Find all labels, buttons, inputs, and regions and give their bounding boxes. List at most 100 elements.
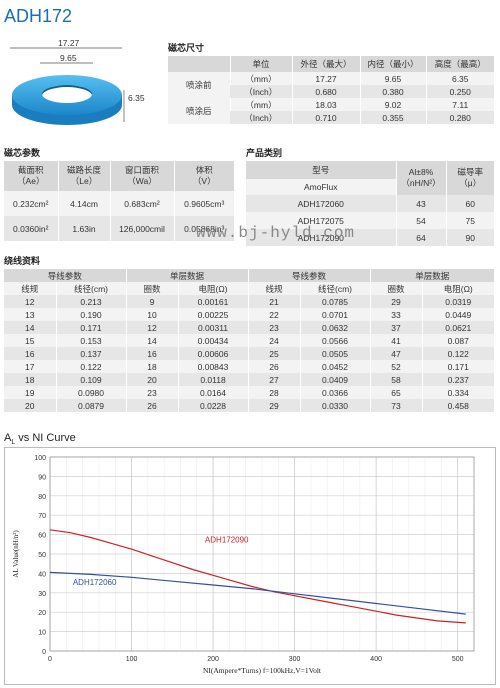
winding-sub-header: 线规 xyxy=(247,282,300,295)
watermark: www.bj-hyld.com xyxy=(196,224,356,242)
winding-cell: 15 xyxy=(25,335,35,346)
winding-cell: 0.0449 xyxy=(421,308,494,321)
dim-cell: （mm） xyxy=(229,98,292,111)
products-section-title: 产品类别 xyxy=(246,148,283,158)
winding-cell: 0.171 xyxy=(421,360,494,373)
product-cell: ADH172075 xyxy=(297,215,344,226)
y-tick-label: 30 xyxy=(38,591,46,598)
winding-cell: 0.00606 xyxy=(177,347,248,360)
winding-cell: 29 xyxy=(247,399,300,412)
page-title: ADH172 xyxy=(4,6,73,26)
winding-section-title: 绕线资料 xyxy=(4,256,41,266)
ring-hole xyxy=(42,85,92,103)
winding-cell: 0.0319 xyxy=(421,295,494,308)
product-header-unit: （μ） xyxy=(459,178,482,188)
winding-cell: 25 xyxy=(247,347,300,360)
product-cell: ADH172060 xyxy=(297,198,344,209)
x-axis-label: NI(Ampere*Turns) f=100kHz,V=1Volt xyxy=(203,666,322,675)
dim-cell: （mm） xyxy=(229,72,292,85)
winding-cell: 0.087 xyxy=(421,334,494,347)
product-brand: AmoFlux xyxy=(303,182,338,192)
winding-cell: 0.0785 xyxy=(299,295,370,308)
product-cell: 43 xyxy=(395,195,446,212)
winding-cell: 0.137 xyxy=(55,347,126,360)
product-header: Al±8% xyxy=(408,167,434,177)
winding-cell: 23 xyxy=(125,386,178,399)
x-tick-label: 500 xyxy=(452,656,464,663)
series-line-adh172090 xyxy=(49,529,466,624)
winding-cell: 0.0701 xyxy=(299,308,370,321)
core-cell: 1.63in xyxy=(57,216,110,241)
winding-cell: 58 xyxy=(369,373,422,386)
winding-cell: 33 xyxy=(369,308,422,321)
dim-cell: 0.250 xyxy=(425,85,494,98)
winding-cell: 41 xyxy=(369,334,422,347)
winding-row: 13 0.190 10 0.00225 22 0.0701 33 0.0449 xyxy=(4,308,494,321)
winding-cell: 14 xyxy=(25,322,35,333)
winding-cell: 65 xyxy=(369,386,422,399)
product-cell: 75 xyxy=(445,212,494,229)
winding-sub-header: 线规 xyxy=(21,283,39,294)
core-header: 窗口面积 xyxy=(124,165,159,175)
dim-header: 外径（最大） xyxy=(291,56,360,72)
winding-cell: 73 xyxy=(369,399,422,412)
winding-table: 导线参数 单层数据 导线参数 单层数据 线规 线径(cm) 圈数 电阻(Ω) 线… xyxy=(4,269,494,412)
core-header-unit: （V） xyxy=(192,176,216,186)
core-header-unit: （Ae） xyxy=(17,176,45,186)
ring-hole-inner xyxy=(42,85,92,96)
x-tick-label: 100 xyxy=(126,656,138,663)
dim-cell: 18.03 xyxy=(291,98,360,111)
winding-cell: 21 xyxy=(247,295,300,308)
winding-group-header: 单层数据 xyxy=(369,269,494,282)
dimensions-section-title: 磁芯尺寸 xyxy=(168,43,205,53)
winding-cell: 16 xyxy=(25,348,35,359)
core-header: 体积 xyxy=(195,165,213,175)
y-tick-label: 100 xyxy=(34,455,46,462)
winding-cell: 16 xyxy=(125,347,178,360)
dim-cell: 0.355 xyxy=(359,111,426,124)
winding-cell: 12 xyxy=(25,296,35,307)
dim-cell: 0.280 xyxy=(425,111,494,124)
winding-cell: 20 xyxy=(25,400,35,411)
winding-cell: 0.00311 xyxy=(177,321,248,334)
winding-cell: 27 xyxy=(247,373,300,386)
winding-row: 14 0.171 12 0.00311 23 0.0632 37 0.0621 xyxy=(4,321,494,334)
core-header-unit: （Le） xyxy=(70,176,98,186)
height-label: 6.35 xyxy=(128,93,145,103)
dim-header: 内径（最小） xyxy=(359,56,426,72)
winding-sub-header: 圈数 xyxy=(125,282,178,295)
product-cell: 90 xyxy=(445,229,494,246)
winding-cell: 0.0330 xyxy=(299,399,370,412)
winding-cell: 37 xyxy=(369,321,422,334)
y-tick-label: 60 xyxy=(38,533,46,540)
x-tick-label: 200 xyxy=(207,656,219,663)
winding-cell: 0.213 xyxy=(55,295,126,308)
series-label: ADH172090 xyxy=(205,535,249,544)
winding-row: 16 0.137 16 0.00606 25 0.0505 47 0.122 xyxy=(4,347,494,360)
winding-cell: 0.190 xyxy=(55,308,126,321)
dim-cell: 0.380 xyxy=(359,85,426,98)
winding-cell: 0.122 xyxy=(421,347,494,360)
core-cell: 0.0360in² xyxy=(13,223,49,234)
core-ring-drawing xyxy=(10,47,125,125)
winding-cell: 0.109 xyxy=(55,373,126,386)
winding-cell: 0.0621 xyxy=(421,321,494,334)
winding-cell: 0.171 xyxy=(55,321,126,334)
y-tick-label: 80 xyxy=(38,494,46,501)
core-params-section-title: 磁芯参数 xyxy=(4,148,41,158)
x-tick-label: 0 xyxy=(48,656,52,663)
dim-cell: 6.35 xyxy=(425,72,494,85)
product-cell: 64 xyxy=(395,229,446,246)
od-label: 17.27 xyxy=(58,38,80,48)
winding-cell: 0.334 xyxy=(421,386,494,399)
winding-cell: 17 xyxy=(25,361,35,372)
winding-cell: 0.0118 xyxy=(177,373,248,386)
winding-cell: 0.0505 xyxy=(299,347,370,360)
winding-row: 18 0.109 20 0.0118 27 0.0409 58 0.237 xyxy=(4,373,494,386)
winding-group-header: 单层数据 xyxy=(125,269,248,282)
winding-cell: 0.0566 xyxy=(299,334,370,347)
winding-cell: 0.00434 xyxy=(177,334,248,347)
product-cell: 54 xyxy=(395,212,446,229)
core-params-table: 截面积 （Ae） 磁路长度 （Le） 窗口面积 （Wa） 体积 （V） 0.232cm²… xyxy=(4,161,234,241)
winding-row: 15 0.153 14 0.00434 24 0.0566 41 0.087 xyxy=(4,334,494,347)
